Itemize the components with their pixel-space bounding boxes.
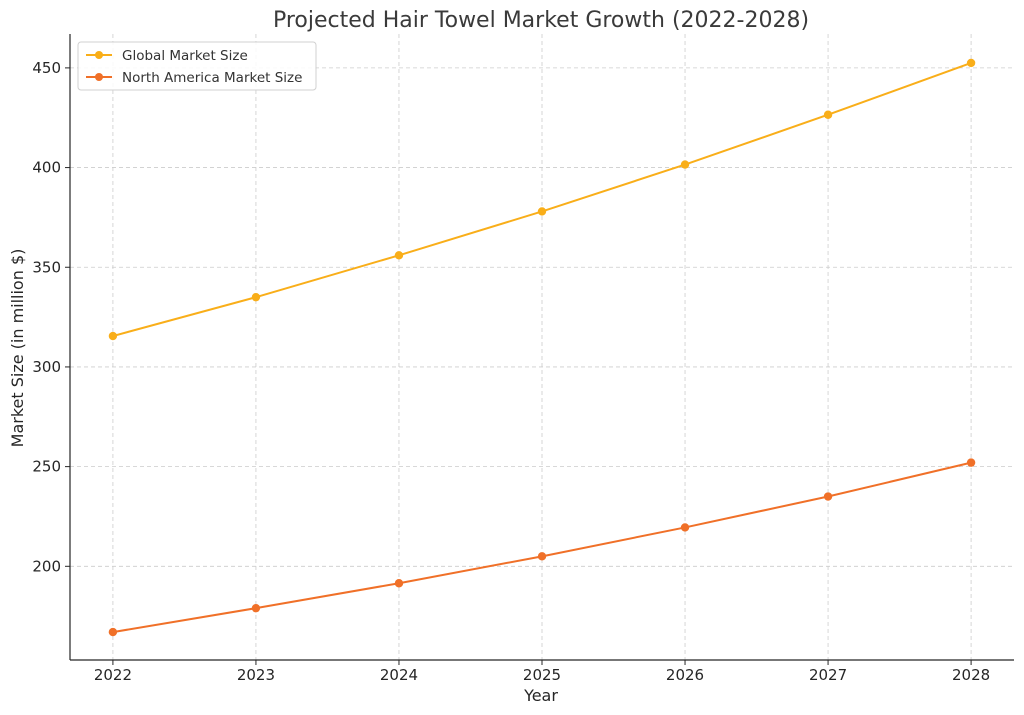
data-point — [108, 331, 118, 341]
data-point — [966, 58, 976, 68]
y-tick-label: 300 — [32, 358, 61, 376]
data-point — [108, 627, 118, 637]
data-point — [394, 251, 404, 260]
legend-box — [77, 41, 317, 91]
chart-title: Projected Hair Towel Market Growth (2022… — [273, 8, 809, 33]
legend-label: North America Market Size — [122, 70, 302, 86]
grid — [70, 34, 1014, 660]
x-axis-label: Year — [523, 686, 558, 705]
data-point — [966, 458, 976, 467]
x-tick-label: 2025 — [523, 666, 561, 684]
data-point — [394, 579, 404, 588]
data-point — [251, 603, 261, 613]
data-point — [680, 523, 690, 532]
x-tick-label: 2027 — [809, 666, 847, 684]
legend-swatch-marker — [95, 51, 103, 59]
y-axis-label: Market Size (in million $) — [8, 249, 27, 448]
data-point — [537, 552, 547, 561]
y-tick-label: 450 — [32, 59, 61, 77]
axes: 2022 2023 2024 2025 2026 2027 2028 200 250 300 350… — [32, 34, 1014, 684]
legend-swatch-marker — [95, 73, 103, 81]
y-tick-label: 200 — [32, 557, 61, 575]
data-point — [823, 110, 833, 119]
y-tick-label: 250 — [32, 458, 61, 476]
y-tick-label: 400 — [32, 159, 61, 177]
data-point — [537, 207, 547, 216]
x-tick-label: 2026 — [666, 666, 704, 684]
legend: Global Market Size North America Market S… — [77, 41, 317, 91]
data-point — [680, 160, 690, 169]
x-tick-label: 2023 — [237, 666, 275, 684]
x-tick-label: 2022 — [94, 666, 132, 684]
y-tick-label: 350 — [32, 258, 61, 276]
data-point — [251, 292, 261, 302]
x-tick-label: 2028 — [952, 666, 990, 684]
legend-label: Global Market Size — [122, 48, 248, 64]
x-tick-label: 2024 — [380, 666, 418, 684]
series-layer — [108, 58, 976, 637]
data-point — [823, 492, 833, 501]
